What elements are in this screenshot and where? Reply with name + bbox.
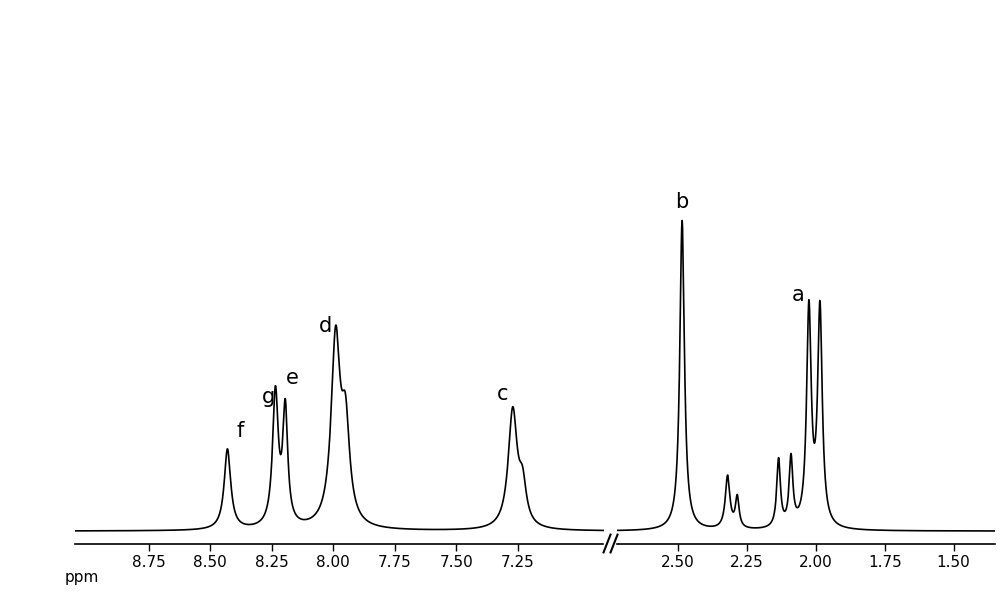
Text: c: c <box>497 384 509 404</box>
Text: d: d <box>319 316 332 336</box>
Text: g: g <box>261 387 275 407</box>
Text: e: e <box>286 368 299 388</box>
Text: a: a <box>792 285 804 305</box>
Text: ppm: ppm <box>65 570 99 585</box>
Text: b: b <box>675 192 689 212</box>
Text: f: f <box>236 421 243 441</box>
